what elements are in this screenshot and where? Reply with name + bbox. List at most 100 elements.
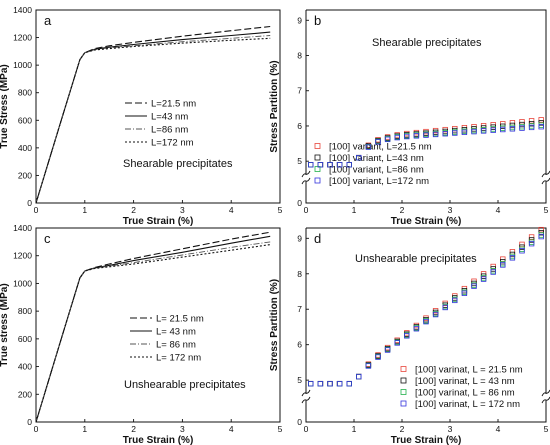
x-tick-label: 5 — [544, 424, 549, 434]
data-point — [384, 136, 391, 143]
data-point — [336, 380, 343, 387]
axis-break-mark — [301, 170, 311, 178]
axis-break-mark — [541, 177, 550, 185]
data-point — [308, 380, 314, 387]
data-point — [423, 132, 429, 138]
data-point — [480, 276, 487, 282]
axis-break-mark — [541, 389, 550, 397]
data-point — [432, 311, 439, 318]
data-point — [480, 128, 487, 134]
axis-break-mark — [541, 170, 550, 178]
data-point — [356, 373, 362, 380]
data-point — [308, 162, 314, 168]
legend-label: [100] variant, L=86 nm — [329, 165, 424, 176]
data-point — [308, 380, 314, 387]
y-tick-label: 5 — [297, 156, 302, 166]
data-point — [336, 380, 343, 387]
x-tick-label: 4 — [496, 424, 501, 434]
y-tick-label: 1400 — [13, 5, 32, 15]
data-point — [519, 119, 525, 125]
data-point — [394, 340, 400, 346]
x-axis-label: True Strain (%) — [123, 216, 194, 227]
data-point — [356, 373, 362, 380]
y-tick-label: 6 — [297, 340, 302, 350]
series-line — [35, 37, 271, 204]
y-axis-label: True Stress (MPa) — [0, 64, 10, 148]
panel-letter: c — [44, 231, 51, 246]
x-tick-label: 1 — [352, 205, 357, 215]
x-tick-label: 0 — [304, 205, 309, 215]
axis-break-mark — [301, 389, 311, 397]
axes-frame — [35, 227, 281, 423]
x-tick-label: 3 — [448, 205, 453, 215]
x-tick-label: 2 — [400, 205, 405, 215]
data-point — [538, 233, 544, 240]
y-tick-label: 0 — [27, 198, 32, 208]
legend-label: L= 43 nm — [156, 327, 196, 338]
axis-break-mark — [301, 177, 311, 185]
legend-label: [100] varinat, L = 43 nm — [415, 376, 515, 387]
data-point — [538, 123, 544, 130]
data-point — [461, 129, 468, 136]
data-point — [356, 154, 362, 161]
data-point — [327, 380, 333, 387]
legend-label: L=21.5 nm — [151, 99, 196, 110]
x-tick-label: 1 — [352, 424, 357, 434]
panel-letter: b — [314, 13, 321, 28]
data-point — [509, 126, 516, 132]
data-point — [528, 118, 535, 124]
legend-label: [100] varinat, L = 21.5 nm — [415, 365, 523, 376]
x-axis-label: True Strain (%) — [391, 435, 462, 445]
y-tick-label: 1000 — [13, 278, 32, 288]
x-tick-label: 5 — [278, 424, 283, 434]
axes-frame — [305, 9, 547, 204]
axis-break-mark — [541, 396, 550, 404]
y-tick-label: 1200 — [13, 251, 32, 261]
y-tick-label: 400 — [18, 143, 32, 153]
annotation: Shearable precipitates — [372, 37, 482, 49]
annotation: Shearable precipitates — [123, 158, 233, 170]
x-tick-label: 1 — [82, 424, 87, 434]
y-tick-label: 800 — [18, 306, 32, 316]
data-point — [519, 125, 525, 131]
x-tick-label: 5 — [278, 205, 283, 215]
data-point — [423, 318, 429, 325]
data-point — [452, 297, 458, 304]
data-point — [375, 139, 381, 145]
data-point — [432, 131, 439, 138]
data-point — [471, 283, 477, 289]
series-line — [35, 35, 271, 204]
data-point — [317, 380, 324, 387]
data-point — [528, 234, 535, 240]
panel-a: 0 1 2 3 4 5 0 200 400 600 800 1000 1200 1400 True Stra… — [0, 5, 283, 227]
axis-break-mark — [301, 396, 311, 404]
legend-marker — [314, 166, 321, 172]
axes-frame — [35, 9, 281, 204]
y-tick-label: 400 — [18, 362, 32, 372]
data-point — [336, 380, 343, 387]
x-tick-label: 1 — [82, 205, 87, 215]
data-point — [365, 363, 372, 369]
y-tick-label: 6 — [297, 121, 302, 131]
legend-label: [100] variant, L=21.5 nm — [329, 142, 432, 153]
panel-c: 0 1 2 3 4 5 0 200 400 600 800 1000 1200 1400 True Stra… — [0, 223, 283, 445]
data-point — [394, 134, 400, 141]
data-point — [519, 248, 525, 254]
y-tick-label: 0 — [297, 198, 302, 208]
y-tick-label: 8 — [297, 51, 302, 61]
legend-marker — [314, 154, 321, 161]
data-point — [442, 304, 448, 311]
data-point — [538, 117, 544, 123]
data-point — [509, 255, 516, 261]
annotation: Unshearable precipitates — [124, 379, 246, 391]
x-tick-label: 4 — [229, 205, 234, 215]
data-point — [317, 380, 324, 387]
y-tick-label: 9 — [297, 233, 302, 243]
x-axis-label: True Strain (%) — [123, 435, 194, 445]
data-point — [538, 226, 544, 233]
x-tick-label: 4 — [496, 205, 501, 215]
data-point — [413, 326, 420, 332]
data-point — [384, 347, 391, 353]
y-axis-label: Stress Partition (%) — [269, 60, 280, 152]
